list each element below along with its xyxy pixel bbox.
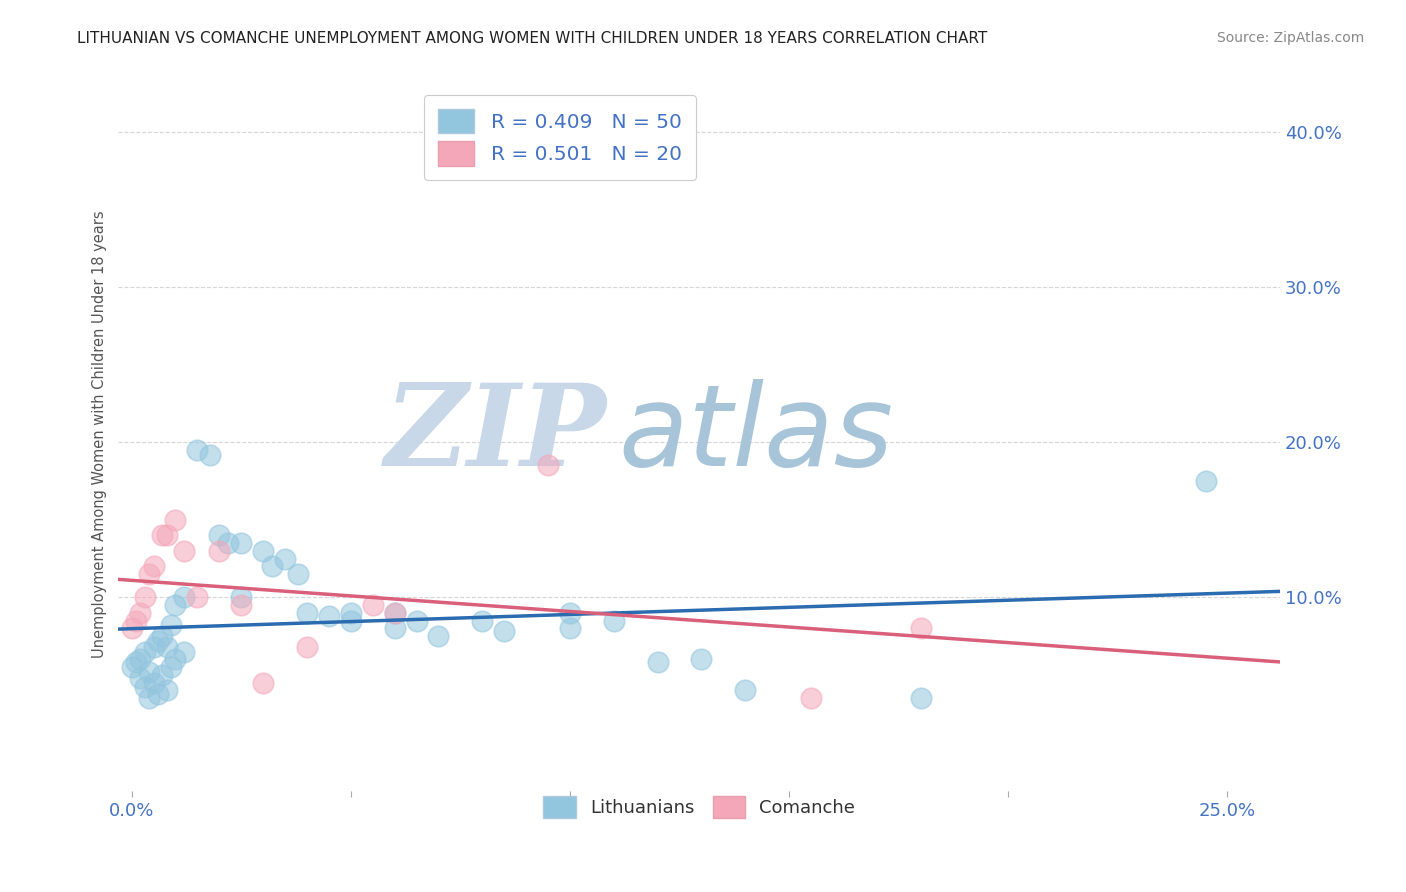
Point bbox=[231, 598, 253, 612]
Point bbox=[142, 559, 165, 574]
Point bbox=[339, 606, 361, 620]
Point bbox=[138, 691, 160, 706]
Point bbox=[134, 681, 156, 695]
Point bbox=[165, 652, 187, 666]
Point bbox=[471, 614, 494, 628]
Text: ZIP: ZIP bbox=[384, 379, 606, 490]
Point bbox=[125, 656, 148, 670]
Point bbox=[150, 668, 173, 682]
Point bbox=[494, 624, 516, 639]
Point bbox=[252, 543, 274, 558]
Point bbox=[125, 614, 148, 628]
Point bbox=[252, 675, 274, 690]
Point bbox=[186, 591, 208, 605]
Point bbox=[800, 691, 823, 706]
Point bbox=[121, 660, 143, 674]
Point bbox=[186, 442, 208, 457]
Point bbox=[129, 671, 152, 685]
Point bbox=[156, 683, 179, 698]
Point bbox=[200, 448, 222, 462]
Point bbox=[165, 598, 187, 612]
Point bbox=[405, 614, 427, 628]
Text: LITHUANIAN VS COMANCHE UNEMPLOYMENT AMONG WOMEN WITH CHILDREN UNDER 18 YEARS COR: LITHUANIAN VS COMANCHE UNEMPLOYMENT AMON… bbox=[77, 31, 987, 46]
Point bbox=[295, 640, 318, 654]
Point bbox=[208, 543, 231, 558]
Point bbox=[427, 629, 450, 643]
Point bbox=[910, 621, 932, 635]
Point bbox=[690, 652, 713, 666]
Point bbox=[146, 686, 169, 700]
Point bbox=[134, 591, 156, 605]
Point bbox=[537, 458, 560, 473]
Point bbox=[121, 621, 143, 635]
Point bbox=[318, 609, 340, 624]
Point bbox=[129, 606, 152, 620]
Point bbox=[156, 528, 179, 542]
Point bbox=[217, 536, 239, 550]
Point bbox=[134, 645, 156, 659]
Y-axis label: Unemployment Among Women with Children Under 18 years: Unemployment Among Women with Children U… bbox=[93, 211, 107, 658]
Point bbox=[173, 645, 195, 659]
Point bbox=[603, 614, 626, 628]
Point bbox=[150, 629, 173, 643]
Point bbox=[295, 606, 318, 620]
Point bbox=[287, 567, 309, 582]
Point bbox=[160, 618, 183, 632]
Point bbox=[142, 640, 165, 654]
Point bbox=[173, 591, 195, 605]
Point bbox=[165, 513, 187, 527]
Point bbox=[146, 633, 169, 648]
Point bbox=[138, 665, 160, 679]
Point bbox=[156, 640, 179, 654]
Point bbox=[734, 683, 756, 698]
Point bbox=[173, 543, 195, 558]
Point bbox=[1194, 474, 1216, 488]
Point bbox=[142, 675, 165, 690]
Point bbox=[260, 559, 283, 574]
Point bbox=[384, 606, 406, 620]
Point bbox=[129, 652, 152, 666]
Point bbox=[231, 536, 253, 550]
Point bbox=[558, 606, 581, 620]
Point bbox=[150, 528, 173, 542]
Point bbox=[361, 598, 384, 612]
Text: Source: ZipAtlas.com: Source: ZipAtlas.com bbox=[1216, 31, 1364, 45]
Point bbox=[384, 621, 406, 635]
Point bbox=[274, 551, 297, 566]
Legend: Lithuanians, Comanche: Lithuanians, Comanche bbox=[536, 789, 862, 825]
Point bbox=[138, 567, 160, 582]
Point bbox=[384, 606, 406, 620]
Point bbox=[647, 656, 669, 670]
Point bbox=[339, 614, 361, 628]
Point bbox=[558, 621, 581, 635]
Point bbox=[910, 691, 932, 706]
Text: atlas: atlas bbox=[617, 379, 893, 490]
Point bbox=[208, 528, 231, 542]
Point bbox=[160, 660, 183, 674]
Point bbox=[231, 591, 253, 605]
